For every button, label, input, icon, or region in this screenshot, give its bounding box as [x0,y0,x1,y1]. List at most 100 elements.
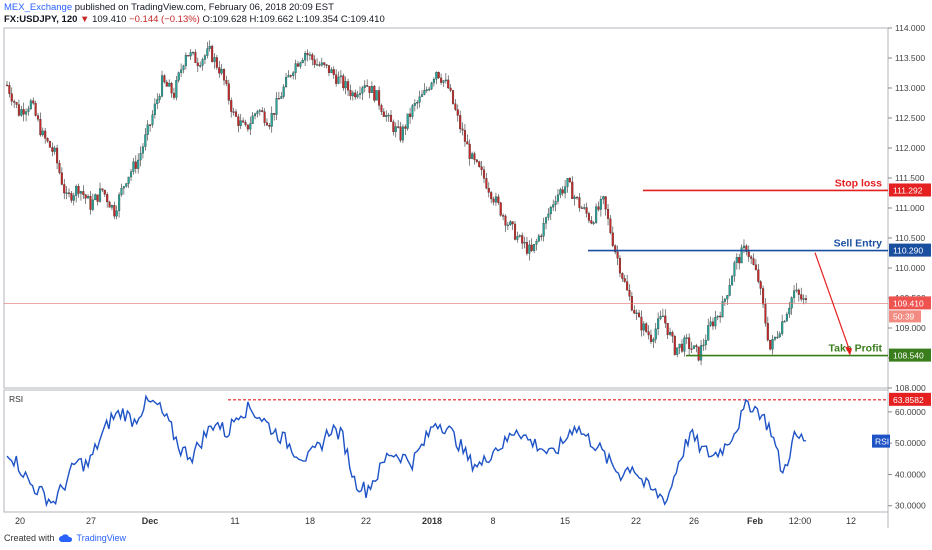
candle-body [583,207,586,209]
candle-body [456,109,459,116]
x-tick-label: Feb [747,516,764,526]
candle-body [733,262,736,277]
rsi-pane [3,389,889,513]
candle-body [735,257,738,263]
candle-body [25,111,28,115]
candle-body [611,232,614,246]
candle-body [118,194,121,212]
candle-body [683,337,686,352]
candle-body [72,195,75,201]
candle-body [788,307,791,315]
candle-body [518,235,521,237]
candle-body [139,153,142,161]
candle-body [34,103,37,116]
candle-body [707,325,710,341]
rsi-value-label: RSI [875,437,889,447]
candle-body [227,83,230,101]
candle-body [626,281,629,291]
candle-body [559,189,562,196]
candle-body [502,215,505,217]
candle-body [649,334,653,342]
candle-body [382,111,385,117]
candle-body [325,64,328,66]
candle-body [511,221,514,225]
tradingview-brand[interactable]: TradingView [76,533,127,543]
candle-body [275,98,278,115]
candle-body [79,191,82,194]
candle-body [206,48,209,56]
last-price-tag [889,296,931,310]
candle-body [719,315,722,318]
candle-body [108,201,111,208]
candle-body [237,116,240,126]
x-tick-label: 22 [631,516,641,526]
candle-body [153,103,156,116]
candle-body [669,332,672,335]
annotation-price-label: 111.292 [893,185,923,195]
candle-body [356,94,359,98]
rsi-level-tag [889,392,931,406]
candle-body [115,210,118,217]
candle-body [175,80,178,98]
symbol-label[interactable]: FX:USDJPY, 120 [4,14,78,25]
candle-body [265,122,269,126]
candle-body [36,115,40,120]
candle-body [110,205,113,208]
candle-body [676,347,679,355]
rsi-value-tag [872,434,890,448]
candle-body [189,52,192,57]
candle-body [48,141,51,148]
candle-body [666,322,669,335]
candle-body [366,85,369,87]
candle-body [177,72,180,81]
candle-body [544,217,548,224]
candle-body [578,197,581,208]
candle-body [270,113,273,127]
publisher-link[interactable]: MEX_Exchange [4,2,73,13]
price-tick-label: 109.000 [895,323,926,333]
candle-body [239,120,242,126]
published-text: published on TradingView.com, February 0… [74,2,334,13]
candle-body [287,75,290,78]
candle-body [125,183,128,187]
candle-body [750,256,753,259]
candle-body [785,313,788,322]
candle-body [616,251,619,259]
candle-body [27,108,30,112]
candle-body [499,202,502,216]
candle-body [392,121,395,133]
x-tick-label: 15 [560,516,570,526]
candle-body [91,199,94,210]
price-tick-label: 113.500 [895,53,925,63]
candle-body [513,223,517,240]
candle-body [320,62,323,66]
tradingview-cloud-icon [58,533,72,542]
candle-body [168,82,171,87]
candle-body [542,223,545,237]
candle-body [53,147,56,152]
candle-body [487,187,490,193]
candle-body [296,63,300,67]
candle-body [492,198,495,203]
candle-body [566,178,569,187]
candle-body [585,207,588,214]
candle-body [664,315,667,324]
candle-body [604,196,607,210]
candle-body [702,344,705,347]
candle-body [700,345,703,361]
candle-body [673,336,676,355]
candle-body [618,258,622,274]
candle-body [51,147,54,152]
x-tick-label: 26 [689,516,699,526]
candle-body [416,102,419,104]
candle-body [475,159,478,162]
candle-body [678,343,681,348]
candle-body [606,209,610,219]
annotation-label: Take Profit [829,343,883,355]
candle-body [640,316,643,331]
candle-body [387,114,390,117]
candle-body [556,194,560,202]
candle-body [63,184,66,194]
candle-body [401,126,404,141]
